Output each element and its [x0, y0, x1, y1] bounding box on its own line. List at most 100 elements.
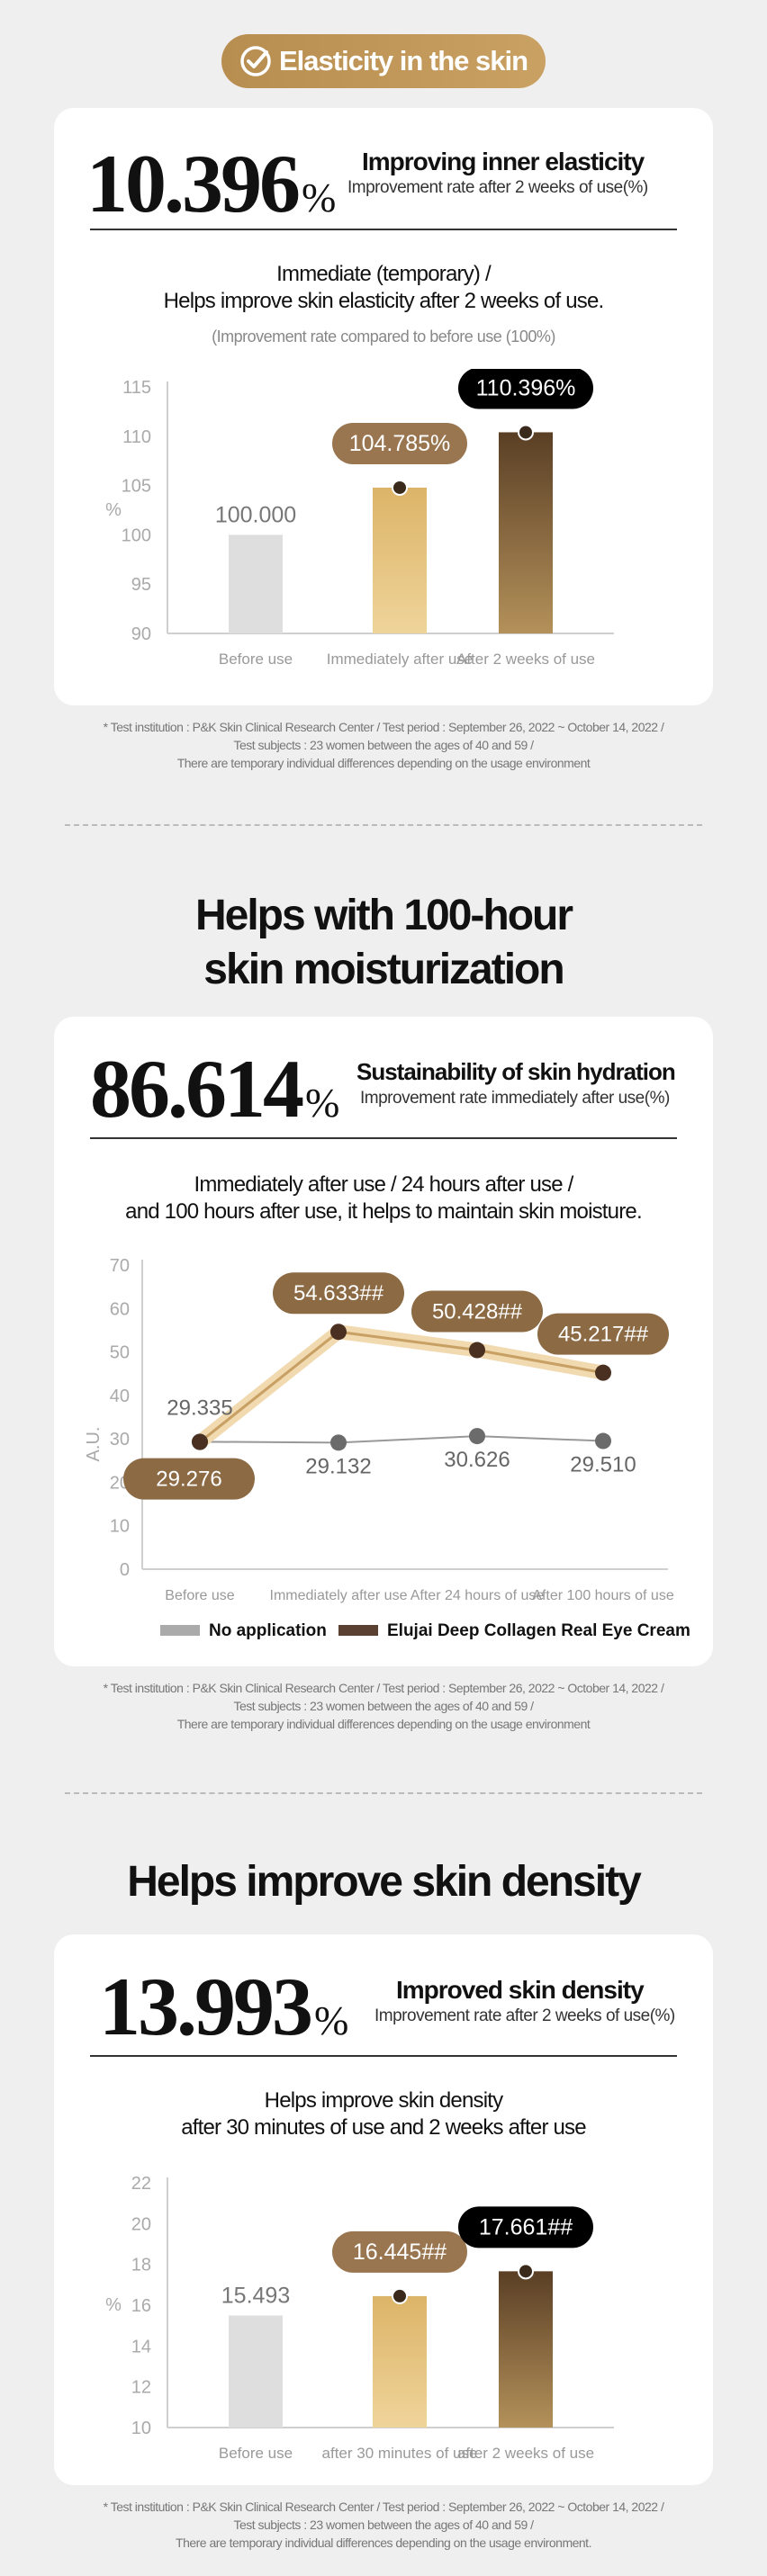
elasticity-title: Improving inner elasticity: [362, 148, 645, 175]
data-point-eye-cream: [330, 1324, 347, 1341]
moisture-title: Sustainability of skin hydration: [356, 1058, 676, 1085]
density-heading: Helps improve skin density: [127, 1858, 642, 1906]
bar: [499, 432, 553, 633]
density-bar-chart: 10 12 14 16 18 20 22% Before use 15.493 after 30 …: [105, 2174, 614, 2462]
data-label-no-application: 29.132: [305, 1454, 371, 1478]
y-tick-label: 0: [120, 1560, 130, 1580]
data-label-no-application: 29.335: [167, 1396, 232, 1420]
x-tick-label: Immediately after use: [327, 651, 474, 668]
data-label: 15.493: [221, 2283, 290, 2308]
data-label: 110.396%: [476, 375, 576, 400]
y-axis-label: %: [105, 2295, 122, 2315]
y-tick-label: 50: [110, 1343, 130, 1363]
footnote-1: * Test institution : P&K Skin Clinical R…: [103, 720, 664, 770]
x-tick-label: Before use: [219, 2445, 293, 2462]
y-axis-label: A.U.: [84, 1427, 104, 1462]
moisture-heading: Helps with 100-hour skin moisturization: [194, 892, 573, 993]
footnote-2: * Test institution : P&K Skin Clinical R…: [103, 1681, 664, 1731]
data-label-pill: [411, 1290, 543, 1333]
elasticity-desc-1: Immediate (temporary) /: [276, 262, 491, 286]
moisture-desc-2: and 100 hours after use, it helps to mai…: [125, 1199, 642, 1224]
density-big-value: 13.993%: [99, 1961, 349, 2052]
bar: [373, 487, 427, 633]
density-card: 13.993% Improved skin density Improvemen…: [54, 1934, 713, 2485]
bar: [373, 2295, 427, 2428]
y-tick-label: 18: [131, 2256, 151, 2275]
legend-swatch-eye-cream: [338, 1625, 378, 1636]
elasticity-bar-chart: 90 95 100 105 110 115% Before use 100.000 Immedi…: [105, 369, 614, 668]
series-line-eye-cream: [199, 1330, 604, 1443]
x-tick-label: Before use: [165, 1588, 234, 1603]
data-label-eye-cream: 29.276: [156, 1468, 221, 1492]
data-label-eye-cream: 45.217##: [558, 1323, 649, 1347]
data-label: 16.445##: [353, 2239, 447, 2265]
data-point-no-application: [469, 1428, 485, 1445]
y-tick-label: 105: [122, 477, 151, 497]
legend-swatch-no-application: [160, 1625, 200, 1636]
data-label-no-application: 29.510: [570, 1453, 636, 1477]
data-point-eye-cream: [192, 1433, 208, 1450]
moisture-desc-1: Immediately after use / 24 hours after u…: [194, 1172, 573, 1197]
x-tick-label: After 24 hours of use: [411, 1588, 545, 1603]
data-point: [518, 2263, 534, 2280]
y-tick-label: 95: [131, 575, 151, 595]
data-label-eye-cream: 50.428##: [432, 1300, 523, 1324]
y-tick-label: 115: [122, 378, 151, 398]
density-title: Improved skin density: [396, 1976, 645, 2004]
bar: [499, 2271, 553, 2428]
x-tick-label: after 2 weeks of use: [457, 2445, 594, 2462]
elasticity-subtitle: Improvement rate after 2 weeks of use(%): [347, 178, 648, 197]
density-subtitle: Improvement rate after 2 weeks of use(%): [374, 2006, 675, 2025]
y-tick-label: 22: [131, 2174, 151, 2194]
y-tick-label: 14: [131, 2337, 151, 2356]
data-point-no-application: [330, 1434, 347, 1451]
data-label-pill: [537, 1313, 669, 1355]
moisture-card: 86.614% Sustainability of skin hydration…: [54, 1017, 713, 1666]
bar: [229, 2315, 283, 2428]
data-point: [392, 479, 408, 496]
data-label-pill: [123, 1458, 255, 1500]
elasticity-desc-note: (Improvement rate compared to before use…: [212, 328, 555, 346]
moisture-subtitle: Improvement rate immediately after use(%…: [360, 1089, 670, 1108]
divider: [90, 229, 677, 230]
y-tick-label: 30: [110, 1430, 130, 1450]
data-label-pill: [458, 2206, 593, 2248]
x-tick-label: After 100 hours of use: [532, 1588, 674, 1603]
x-tick-label: after 30 minutes of use: [322, 2445, 478, 2462]
y-tick-label: 16: [131, 2296, 151, 2316]
x-tick-label: After 2 weeks of use: [456, 651, 595, 668]
check-circle-icon: [240, 46, 271, 76]
y-tick-label: 100: [122, 525, 151, 545]
data-label-no-application: 30.626: [444, 1448, 510, 1472]
divider: [90, 2055, 677, 2057]
elasticity-desc-2: Helps improve skin elasticity after 2 we…: [163, 289, 605, 313]
y-tick-label: 110: [122, 427, 151, 447]
bar: [229, 534, 283, 633]
elasticity-big-value: 10.396%: [86, 138, 337, 229]
data-label: 17.661##: [479, 2214, 573, 2239]
y-tick-label: 10: [131, 2419, 151, 2438]
data-point: [518, 424, 534, 441]
y-axis-label: %: [105, 500, 122, 520]
legend-label-no-application: No application: [209, 1621, 327, 1640]
data-point-eye-cream: [595, 1364, 611, 1381]
section-divider: [65, 824, 702, 826]
series-glow-eye-cream: [193, 1324, 610, 1450]
data-label-pill: [332, 2230, 467, 2273]
elasticity-card: 10.396% Improving inner elasticity Impro…: [54, 108, 713, 705]
divider: [90, 1137, 677, 1139]
data-label-eye-cream: 54.633##: [293, 1281, 384, 1306]
data-point-no-application: [595, 1432, 611, 1450]
series-line-no-application: [199, 1435, 604, 1444]
data-point-eye-cream: [469, 1342, 485, 1359]
x-tick-label: Immediately after use: [270, 1588, 408, 1603]
y-tick-label: 12: [131, 2378, 151, 2398]
badge-label: Elasticity in the skin: [278, 45, 528, 76]
legend-label-eye-cream: Elujai Deep Collagen Real Eye Cream: [387, 1621, 690, 1640]
data-label-pill: [458, 369, 593, 409]
y-tick-label: 10: [110, 1517, 130, 1537]
x-tick-label: Before use: [219, 651, 293, 668]
data-point: [392, 2287, 408, 2304]
data-label-pill: [332, 422, 467, 464]
